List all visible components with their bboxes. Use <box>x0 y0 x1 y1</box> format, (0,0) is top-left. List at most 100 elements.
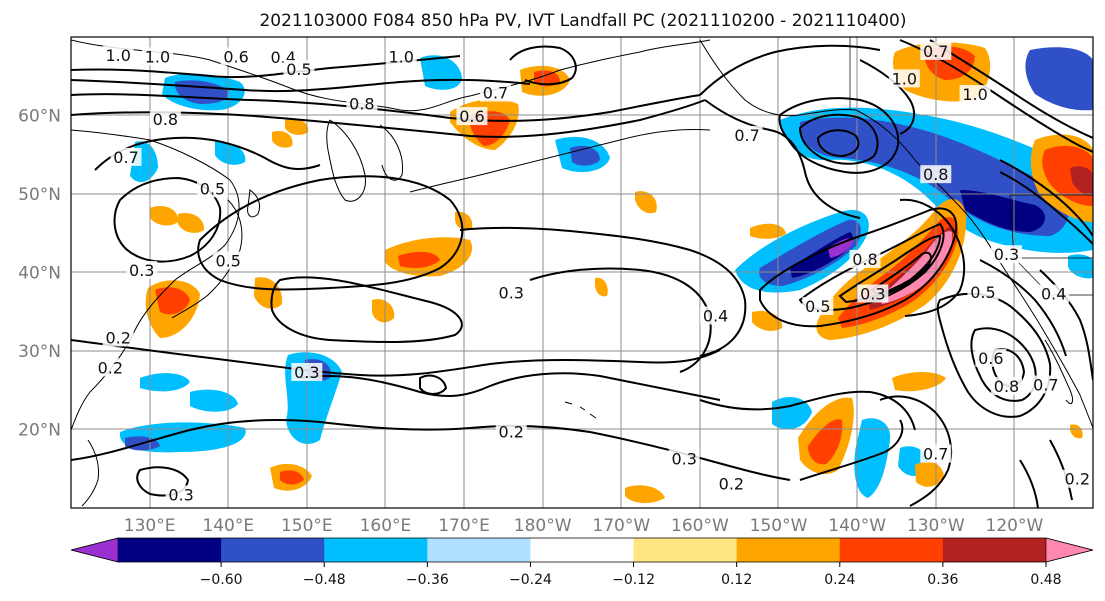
positive-pv-patch <box>915 461 944 487</box>
pv-contour <box>699 44 881 96</box>
colorbar-segment <box>736 538 841 562</box>
colorbar-tick-label: −0.24 <box>509 572 552 588</box>
longitude-tick-label: 180°W <box>514 516 572 536</box>
contour-label-background <box>212 251 244 270</box>
longitude-tick-label: 130°W <box>907 516 965 536</box>
contour-label-background <box>991 377 1023 396</box>
pv-contour <box>1039 269 1093 381</box>
kamchatka-coastline <box>326 119 366 202</box>
longitude-tick-label: 120°W <box>986 516 1044 536</box>
pv-contour <box>970 327 1037 402</box>
contour-label: 1.0 <box>145 47 170 66</box>
coastlines <box>71 39 1093 507</box>
positive-pv-patch <box>372 299 395 323</box>
negative-pv-patch <box>960 190 1046 232</box>
latitude-labels: 60°N 50°N 40°N 30°N 20°N <box>18 107 61 441</box>
pv-contour <box>816 129 860 158</box>
contour-label-background <box>920 444 952 463</box>
colorbar-extend-low <box>70 537 119 563</box>
contour-label: 0.5 <box>200 179 225 198</box>
baja-coastline <box>1044 339 1074 405</box>
latitude-tick-label: 50°N <box>18 185 61 205</box>
positive-pv-patch <box>272 130 293 148</box>
contour-label-background <box>283 59 315 78</box>
map-panel: 1.0 1.0 0.6 0.4 0.5 1.0 0.7 0.8 0.6 0.8 0.7 0.5 0.3 0… <box>70 36 1094 509</box>
colorbar-outline <box>70 537 1094 563</box>
colorbar-segment <box>839 538 944 562</box>
contour-label-background <box>668 449 700 468</box>
contour-label: 0.5 <box>805 297 830 316</box>
pv-contour <box>270 276 463 344</box>
north-america-coastline <box>855 109 1093 429</box>
contour-label: 0.3 <box>168 485 193 504</box>
contour-label: 0.2 <box>499 423 524 442</box>
contour-label: 0.3 <box>294 363 319 382</box>
contour-label: 0.7 <box>113 148 138 167</box>
longitude-tick-label: 140°E <box>202 516 254 536</box>
contour-label: 0.6 <box>459 107 484 126</box>
contour-label: 0.7 <box>923 42 948 61</box>
colorbar-segment <box>942 538 1047 562</box>
pv-contour <box>71 339 721 377</box>
pv-contour <box>197 175 464 291</box>
positive-pv-patch <box>750 223 786 239</box>
contour-label: 0.2 <box>1065 470 1090 489</box>
contour-label: 0.7 <box>483 84 508 103</box>
longitude-tick-label: 150°W <box>750 516 808 536</box>
colorbar-segment <box>427 538 531 562</box>
longitude-tick-label: 150°E <box>281 516 333 536</box>
contour-label-background <box>849 249 881 268</box>
map-frame <box>70 36 1094 509</box>
contour-label-background <box>1030 375 1062 394</box>
contour-label: 1.0 <box>892 69 917 88</box>
contour-label-background <box>959 85 991 104</box>
negative-pv-patch <box>140 373 190 392</box>
positive-pv-patch <box>808 419 843 465</box>
contour-label-background <box>975 348 1007 367</box>
pv-contour <box>704 99 861 219</box>
colorbar-tick-label: 0.12 <box>721 572 752 588</box>
pv-contour <box>1019 459 1039 508</box>
pv-contour <box>699 390 916 431</box>
positive-pv-patch <box>285 118 309 135</box>
contour-label-background <box>888 69 920 88</box>
negative-pv-patch <box>190 389 238 412</box>
negative-pv-patch <box>759 219 861 286</box>
contour-label-background <box>110 147 142 166</box>
contour-label-background <box>220 47 252 66</box>
pv-contour <box>870 251 932 298</box>
pv-contour <box>113 176 222 263</box>
contour-labels: 1.0 1.0 0.6 0.4 0.5 1.0 0.7 0.8 0.6 0.8 0.7 0.5 0.3 0… <box>94 41 1093 504</box>
contour-label: 0.7 <box>734 126 759 145</box>
japan-coastline <box>247 189 261 218</box>
positive-pv-patch <box>280 470 304 485</box>
colorbar-segment <box>530 538 635 562</box>
positive-pv-patch <box>534 70 560 87</box>
pv-contour <box>1049 439 1073 501</box>
negative-pv-patch <box>854 418 891 498</box>
positive-pv-patch <box>150 205 179 226</box>
contour-label: 0.8 <box>923 165 948 184</box>
contour-label-background <box>700 306 732 325</box>
longitude-tick-label: 160°W <box>671 516 729 536</box>
pv-contour <box>999 171 1093 245</box>
contour-label: 0.8 <box>852 250 877 269</box>
asia-coastline <box>71 39 711 112</box>
contour-label-background <box>94 358 126 377</box>
contour-label: 0.3 <box>994 245 1019 264</box>
contour-label: 1.0 <box>105 46 130 65</box>
contour-label: 0.4 <box>1041 284 1066 303</box>
contour-label: 1.0 <box>388 47 413 66</box>
contour-label-background <box>149 110 181 129</box>
contour-label-background <box>102 45 134 64</box>
colorbar-tick-label: 0.24 <box>824 572 855 588</box>
contour-label-background <box>495 422 527 441</box>
contour-label-background <box>291 362 323 381</box>
pv-contour <box>929 39 1093 139</box>
contour-label-background <box>197 179 229 198</box>
pv-contour <box>71 78 531 93</box>
contour-label: 0.7 <box>1033 376 1058 395</box>
longitude-tick-label: 140°W <box>828 516 886 536</box>
colorbar-tick-label: −0.60 <box>200 572 243 588</box>
